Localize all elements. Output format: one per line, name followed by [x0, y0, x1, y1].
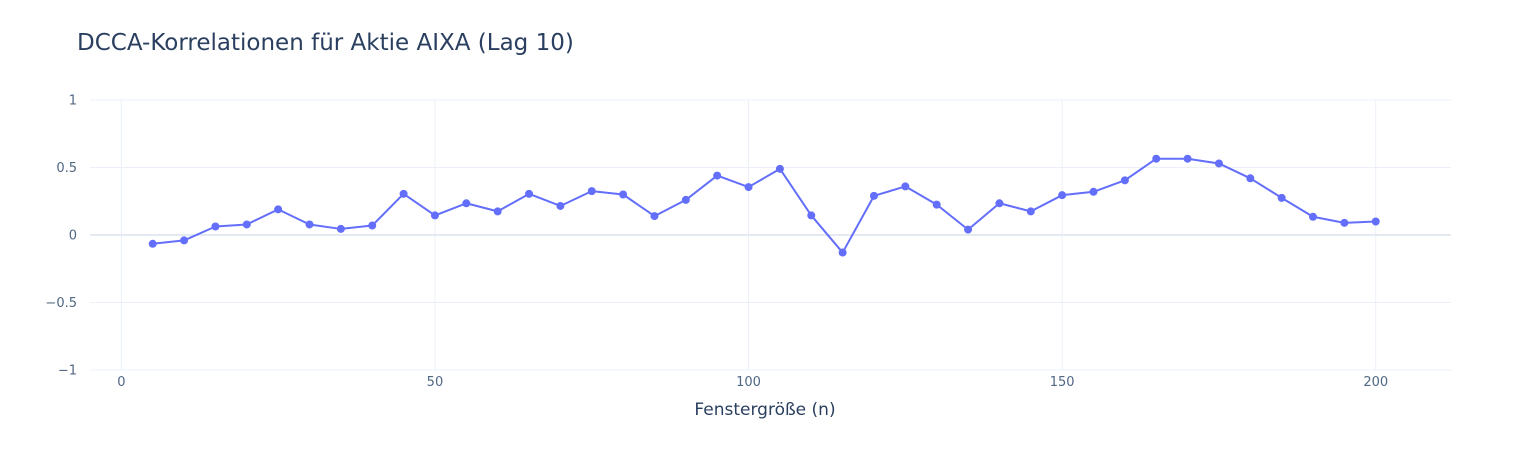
grid-lines [90, 100, 1451, 370]
data-point[interactable] [1184, 155, 1192, 163]
data-point[interactable] [525, 190, 533, 198]
data-point[interactable] [306, 220, 314, 228]
axis-ticks: 0 50 100 150 200 −1 −0.5 0 0.5 1 [45, 94, 1388, 391]
data-point[interactable] [431, 211, 439, 219]
series-line [153, 159, 1376, 253]
data-point[interactable] [494, 207, 502, 215]
data-point[interactable] [1058, 191, 1066, 199]
y-tick-label: 0.5 [56, 161, 77, 176]
x-axis-title: Fenstergröße (n) [694, 400, 835, 420]
data-point[interactable] [211, 222, 219, 230]
data-point[interactable] [462, 199, 470, 207]
data-point[interactable] [995, 199, 1003, 207]
data-point[interactable] [713, 172, 721, 180]
x-tick-label: 0 [117, 375, 125, 390]
data-point[interactable] [1372, 218, 1380, 226]
data-point[interactable] [682, 196, 690, 204]
y-tick-label: −1 [58, 364, 77, 379]
data-point[interactable] [588, 187, 596, 195]
data-point[interactable] [933, 201, 941, 209]
data-point[interactable] [400, 190, 408, 198]
y-tick-label: −0.5 [45, 296, 77, 311]
data-point[interactable] [1152, 155, 1160, 163]
data-point[interactable] [839, 249, 847, 257]
data-point[interactable] [1121, 176, 1129, 184]
data-point[interactable] [901, 182, 909, 190]
data-point[interactable] [776, 165, 784, 173]
data-point[interactable] [1246, 174, 1254, 182]
data-point[interactable] [1090, 188, 1098, 196]
data-point[interactable] [619, 191, 627, 199]
x-tick-label: 100 [736, 375, 761, 390]
data-point[interactable] [149, 240, 157, 248]
x-tick-label: 50 [427, 375, 444, 390]
data-point[interactable] [1215, 159, 1223, 167]
series-group [149, 155, 1380, 257]
data-point[interactable] [1309, 213, 1317, 221]
data-point[interactable] [870, 192, 878, 200]
data-point[interactable] [807, 211, 815, 219]
chart-title: DCCA-Korrelationen für Aktie AIXA (Lag 1… [77, 30, 574, 56]
data-point[interactable] [368, 222, 376, 230]
data-point[interactable] [274, 205, 282, 213]
data-point[interactable] [745, 183, 753, 191]
x-tick-label: 150 [1050, 375, 1075, 390]
data-point[interactable] [337, 225, 345, 233]
data-point[interactable] [180, 236, 188, 244]
data-point[interactable] [243, 220, 251, 228]
data-point[interactable] [650, 212, 658, 220]
data-point[interactable] [964, 226, 972, 234]
x-tick-label: 200 [1363, 375, 1388, 390]
data-point[interactable] [1027, 207, 1035, 215]
data-point[interactable] [1340, 219, 1348, 227]
data-point[interactable] [1278, 194, 1286, 202]
y-tick-label: 0 [69, 229, 77, 244]
data-point[interactable] [556, 202, 564, 210]
y-tick-label: 1 [69, 94, 77, 109]
